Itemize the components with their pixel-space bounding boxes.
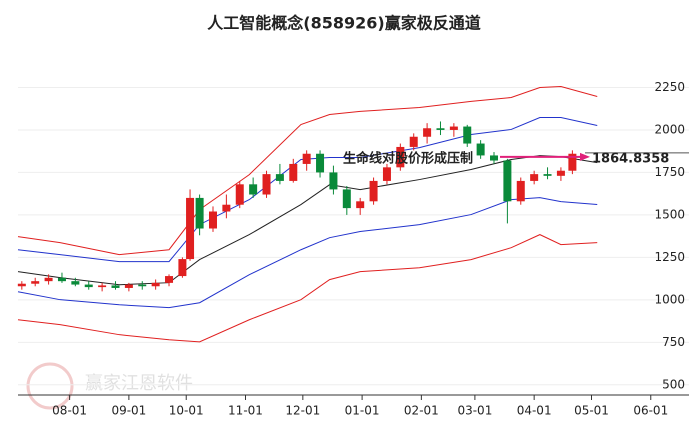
x-tick-label: 09-01	[111, 404, 146, 418]
x-tick-label: 11-01	[228, 404, 263, 418]
candle-body	[436, 128, 445, 130]
candle-body	[423, 128, 432, 137]
candle-body	[369, 180, 378, 202]
arrow-head	[580, 152, 590, 161]
x-tick-label: 02-01	[404, 404, 439, 418]
y-tick-label: 750	[662, 335, 685, 349]
candle-body	[235, 184, 244, 205]
candle-body	[195, 197, 204, 229]
candle-body	[568, 153, 577, 171]
band-line	[17, 234, 598, 343]
candle-body	[516, 180, 525, 202]
candle-body	[356, 201, 365, 209]
candle-body	[409, 136, 418, 147]
candle-body	[342, 189, 351, 209]
candle-body	[463, 126, 472, 144]
y-tick-label: 1500	[654, 207, 685, 221]
candle-body	[556, 170, 565, 176]
y-tick-label: 1250	[654, 250, 685, 264]
candle-body	[530, 174, 539, 181]
candle-body	[178, 259, 187, 277]
candle-body	[151, 282, 160, 287]
candle-body	[222, 204, 231, 212]
candle-body	[57, 277, 66, 282]
x-tick-label: 03-01	[457, 404, 492, 418]
y-tick-label: 1000	[654, 292, 685, 306]
candle-body	[289, 163, 298, 181]
x-tick-label: 06-01	[633, 404, 668, 418]
candle-body	[124, 284, 133, 288]
candle-body	[262, 174, 271, 195]
annotation-text: 生命线对股价形成压制	[343, 150, 473, 166]
candle-body	[71, 281, 80, 285]
x-tick-label: 12-01	[285, 404, 320, 418]
candle-body	[543, 174, 552, 176]
x-tick-label: 10-01	[169, 404, 204, 418]
candle-body	[316, 153, 325, 173]
candle-body	[186, 197, 195, 260]
candle-body	[275, 174, 284, 181]
x-tick-label: 05-01	[574, 404, 609, 418]
candle-body	[490, 155, 499, 161]
candle-body	[302, 153, 311, 164]
x-tick-label: 08-01	[52, 404, 87, 418]
y-tick-label: 1750	[654, 165, 685, 179]
candle-body	[98, 285, 107, 288]
candle-body	[208, 211, 217, 229]
annotation-value: 1864.8358	[592, 151, 669, 166]
candle-body	[449, 126, 458, 130]
x-tick-label: 04-01	[517, 404, 552, 418]
candle-body	[111, 285, 120, 288]
band-line	[17, 117, 598, 263]
candle-body	[84, 284, 93, 288]
y-tick-label: 500	[662, 377, 685, 391]
candle-body	[31, 281, 40, 284]
band-line	[17, 197, 598, 309]
candle-body	[44, 277, 53, 282]
candle-body	[503, 160, 512, 202]
band-line	[17, 85, 598, 256]
candle-body	[476, 143, 485, 156]
candle-body	[138, 284, 147, 287]
candle-body	[329, 172, 338, 190]
watermark-logo: 赢家江恩软件	[26, 362, 193, 410]
y-tick-label: 2250	[654, 80, 685, 94]
candle-body	[396, 146, 405, 168]
candle-body	[249, 184, 258, 195]
candle-body	[165, 276, 174, 283]
x-tick-label: 01-01	[345, 404, 380, 418]
chart-title: 人工智能概念(858926)赢家极反通道	[207, 14, 480, 33]
candle-body	[382, 167, 391, 181]
candle-body	[17, 283, 26, 287]
y-tick-label: 2000	[654, 122, 685, 136]
watermark: 赢家江恩软件	[85, 372, 193, 394]
